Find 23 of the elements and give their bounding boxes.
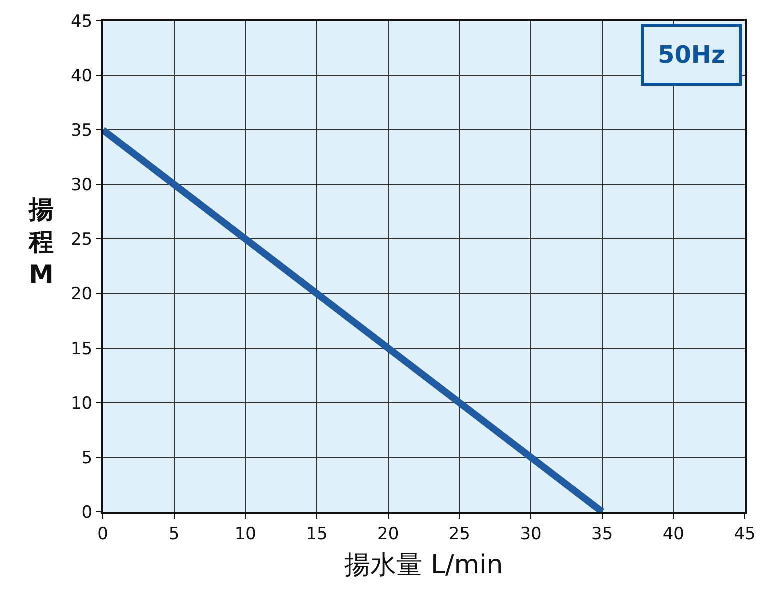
- y-tick-label: 20: [70, 284, 93, 305]
- y-tick-label: 45: [70, 12, 93, 32]
- x-tick-label: 25: [448, 524, 470, 544]
- y-tick-label: 25: [70, 230, 93, 250]
- x-tick-label: 30: [520, 524, 542, 544]
- x-tick-label: 45: [734, 524, 756, 544]
- y-tick-label: 15: [70, 339, 93, 360]
- x-axis-title: 揚水量 L/min: [344, 550, 504, 581]
- x-tick-label: 10: [234, 524, 256, 544]
- y-axis-title: 揚程 M: [28, 195, 54, 289]
- y-tick-label: 5: [82, 448, 93, 468]
- x-tick-label: 20: [378, 524, 400, 544]
- x-tick-label: 5: [168, 524, 180, 544]
- annotation: 50Hz: [658, 41, 726, 69]
- x-tick-label: 40: [662, 524, 684, 544]
- y-tick-label: 30: [70, 176, 93, 196]
- x-tick-label: 15: [306, 524, 328, 544]
- x-tick-label: 35: [592, 524, 614, 544]
- y-tick-label: 35: [70, 121, 93, 142]
- y-tick-label: 0: [82, 502, 93, 523]
- y-tick-label: 10: [70, 394, 93, 414]
- x-tick-label: 0: [98, 524, 108, 544]
- y-tick-label: 40: [70, 66, 93, 87]
